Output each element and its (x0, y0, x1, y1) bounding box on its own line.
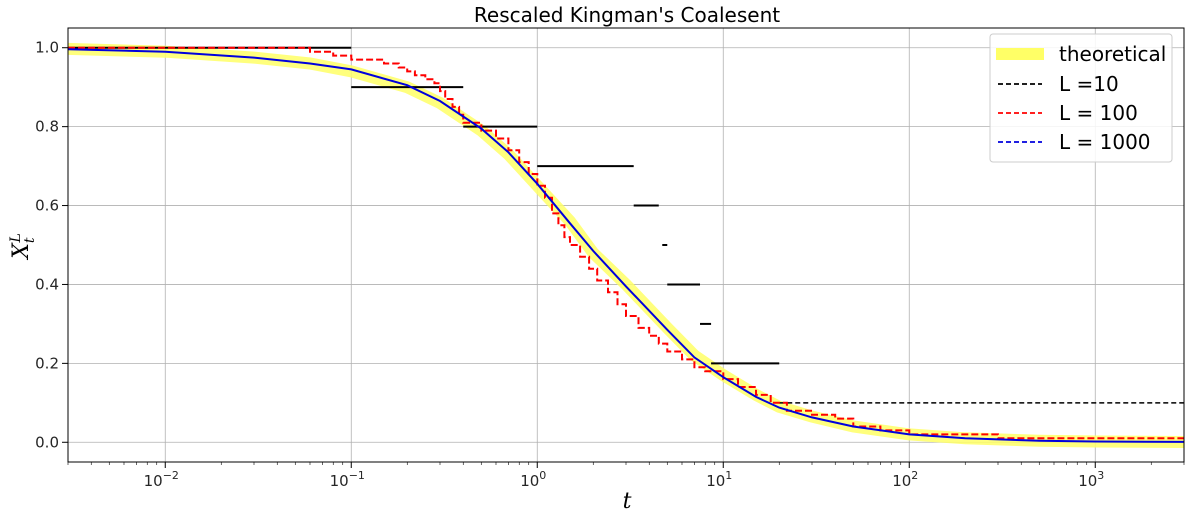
legend-box (989, 33, 1173, 163)
x-axis: 10−2 10−1 100 101 102 103 (67, 462, 1185, 490)
y-tick-label: 0.8 (35, 118, 59, 136)
x-tick-label: 10−1 (330, 469, 365, 490)
series-layer (68, 42, 1184, 448)
x-tick-exponent: 3 (1097, 469, 1104, 482)
x-tick-exponent: −2 (163, 469, 179, 482)
y-tick-label: 1.0 (35, 39, 59, 57)
x-tick-exponent: 0 (539, 469, 546, 482)
series-l1000 (68, 48, 1184, 443)
x-tick-base: 10 (330, 472, 349, 490)
x-axis-label: t (623, 489, 632, 514)
y-tick-label: 0.4 (35, 275, 59, 293)
x-tick-exponent: 1 (725, 469, 732, 482)
legend-item: L = 100 (998, 101, 1138, 125)
x-tick-exponent: −1 (349, 469, 365, 482)
chart-title: Rescaled Kingman's Coalesent (474, 3, 780, 27)
legend-label: L = 1000 (1059, 130, 1151, 154)
y-axis-label-sup: L (8, 233, 24, 243)
x-tick-label: 10−2 (144, 469, 179, 490)
x-tick-base: 10 (144, 472, 163, 490)
y-axis-label: XtL (8, 233, 38, 261)
y-axis-label-main: X (9, 242, 34, 261)
x-tick-base: 10 (706, 472, 725, 490)
y-tick-label: 0.0 (35, 433, 59, 451)
legend-label: L =10 (1059, 72, 1119, 96)
y-tick-label: 0.6 (35, 197, 59, 215)
y-axis: 0.0 0.2 0.4 0.6 0.8 1.0 (35, 39, 68, 451)
legend-label: L = 100 (1059, 101, 1138, 125)
x-tick-label: 102 (892, 469, 918, 490)
legend-item: L = 1000 (998, 130, 1151, 154)
x-tick-exponent: 2 (911, 469, 918, 482)
y-tick-label: 0.2 (35, 354, 59, 372)
x-tick-label: 101 (706, 469, 732, 490)
svg-text:XtL: XtL (8, 233, 38, 261)
x-tick-base: 10 (520, 472, 539, 490)
x-axis-label-text: t (623, 489, 632, 514)
legend-item: L =10 (998, 72, 1119, 96)
x-tick-base: 10 (1078, 472, 1097, 490)
series-l100 (68, 46, 1184, 440)
x-tick-base: 10 (892, 472, 911, 490)
x-tick-label: 103 (1078, 469, 1104, 490)
legend: theoretical L =10 L = 100 L = 1000 (989, 33, 1173, 163)
x-tick-label: 100 (520, 469, 546, 490)
legend-label: theoretical (1059, 42, 1166, 66)
y-axis-label-sub: t (22, 237, 38, 243)
legend-item: theoretical (996, 42, 1166, 66)
